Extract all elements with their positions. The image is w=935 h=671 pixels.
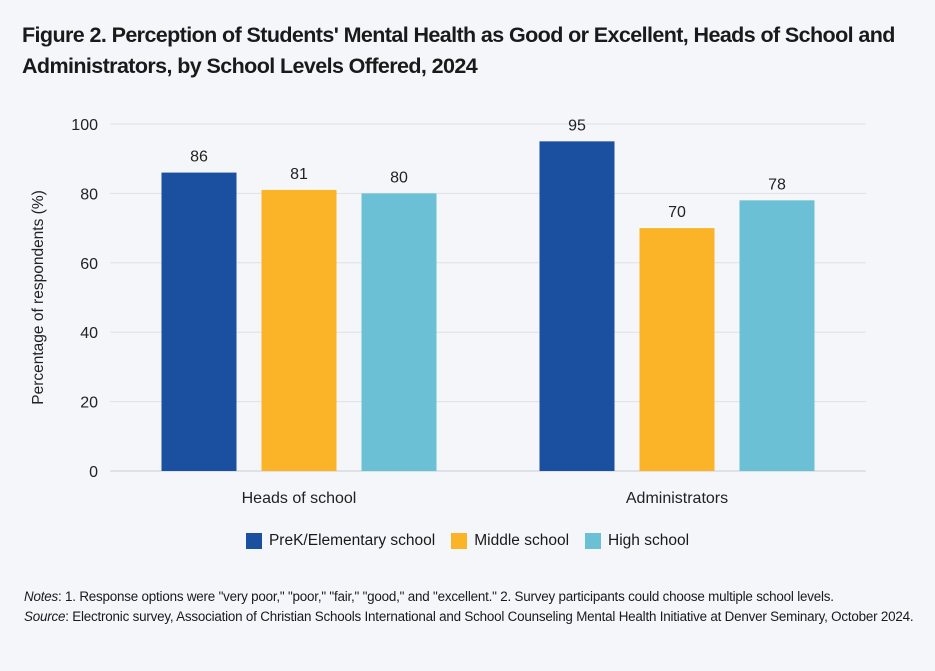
y-tick-label: 20: [80, 395, 98, 412]
legend-swatch: [245, 533, 262, 549]
notes-label: Notes: [24, 589, 58, 604]
bar: [261, 189, 337, 471]
legend-label: Middle school: [474, 532, 570, 549]
y-tick-label: 40: [80, 325, 98, 342]
legend-swatch: [585, 533, 602, 549]
bar: [539, 141, 615, 471]
legend-item: High school: [585, 532, 689, 550]
y-tick-label: 60: [80, 256, 98, 273]
bar: [361, 193, 437, 471]
y-tick-label: 100: [71, 117, 98, 134]
data-label: 80: [390, 169, 408, 186]
legend-item: PreK/Elementary school: [245, 532, 436, 550]
source-text: : Electronic survey, Association of Chri…: [65, 609, 914, 624]
legend-swatch: [451, 533, 468, 549]
chart-title-line-2: Administrators, by School Levels Offered…: [22, 54, 478, 78]
data-label: 95: [568, 117, 586, 134]
source-label: Source: [24, 609, 66, 624]
legend-item: Middle school: [451, 532, 569, 550]
legend: PreK/Elementary school Middle school High …: [0, 532, 935, 550]
bar: [161, 172, 237, 471]
data-label: 86: [190, 149, 208, 166]
bar: [639, 228, 715, 471]
legend-label: PreK/Elementary school: [268, 532, 436, 549]
data-label: 81: [290, 166, 308, 183]
x-category-label: Administrators: [626, 490, 728, 507]
y-axis-label: Percentage of respondents (%): [30, 190, 47, 405]
legend-label: High school: [608, 532, 690, 549]
notes: Notes: 1. Response options were "very po…: [24, 587, 914, 627]
bar: [739, 200, 815, 471]
x-category-label: Heads of school: [242, 490, 357, 507]
data-label: 78: [768, 176, 786, 193]
chart-title: Figure 2. Perception of Students' Mental…: [22, 20, 912, 82]
notes-text: : 1. Response options were "very poor," …: [57, 589, 834, 604]
y-tick-label: 80: [80, 186, 98, 203]
y-tick-label: 0: [89, 464, 98, 481]
data-label: 70: [668, 204, 686, 221]
chart-title-line-1: Figure 2. Perception of Students' Mental…: [22, 23, 895, 47]
